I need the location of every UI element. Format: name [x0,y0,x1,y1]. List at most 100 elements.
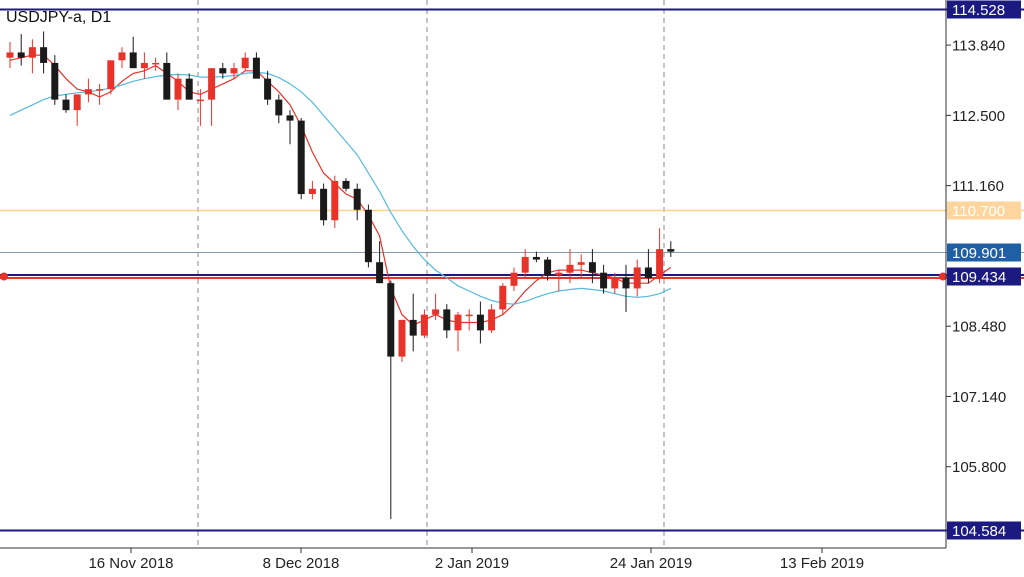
candle-body [633,267,641,289]
candle[interactable] [600,264,608,294]
candle-body [443,309,451,331]
candle[interactable] [40,31,48,74]
candle[interactable] [667,241,675,257]
price-tick-label: 108.480 [952,319,1006,336]
candle[interactable] [364,204,372,268]
candle[interactable] [84,78,92,103]
fast-moving-average-line [9,54,672,326]
candle-body [152,62,160,65]
level-handle[interactable] [0,272,8,281]
candle[interactable] [96,83,104,105]
candle[interactable] [264,70,272,105]
candle[interactable] [622,264,630,313]
candle[interactable] [353,183,361,221]
candle[interactable] [409,293,417,352]
candle[interactable] [286,110,294,145]
price-label-box [947,201,1021,220]
candle[interactable] [588,249,596,284]
candle[interactable] [476,301,484,344]
candle[interactable] [185,73,193,100]
candle[interactable] [633,259,641,297]
candle-body [107,60,115,90]
candle-body [622,277,630,289]
candle[interactable] [611,272,619,294]
candle[interactable] [331,175,339,229]
candle[interactable] [196,89,204,126]
candle[interactable] [465,309,473,331]
candle[interactable] [275,94,283,124]
candle-body [297,120,305,195]
candle[interactable] [252,52,260,79]
candle-body [241,57,249,69]
candle[interactable] [107,60,115,95]
candle-body [387,283,395,357]
candle-body [656,249,664,278]
candle-body [555,272,563,276]
candles [6,31,675,520]
candle[interactable] [129,36,137,69]
price-axis-ticks: 113.840 112.500 111.160 108.480 107.140 105.8… [946,38,1006,476]
price-label-text: 109.901 [952,245,1006,262]
candle[interactable] [544,256,552,281]
candle[interactable] [532,251,540,263]
candle[interactable] [342,178,350,192]
candle[interactable] [420,309,428,339]
candle[interactable] [521,249,529,278]
candle[interactable] [320,183,328,226]
candle-body [566,264,574,273]
price-tick-label: 112.500 [952,108,1005,125]
candle-body [342,180,350,189]
candle-body [308,188,316,195]
candle[interactable] [219,62,227,79]
time-tick-label: 8 Dec 2018 [263,555,340,572]
candle[interactable] [17,34,25,66]
candle-body [252,57,260,79]
candle[interactable] [118,47,126,69]
candle[interactable] [454,312,462,352]
candle[interactable] [73,94,81,126]
candle-body [17,52,25,58]
candle[interactable] [644,249,652,284]
candle[interactable] [208,68,216,126]
candle-body [611,277,619,289]
candle[interactable] [656,228,664,284]
candle[interactable] [241,52,249,71]
candle[interactable] [140,52,148,79]
candle[interactable] [6,41,14,69]
candle[interactable] [163,52,171,100]
time-tick-label: 16 Nov 2018 [88,555,173,572]
candle[interactable] [297,117,305,200]
candle-body [275,99,283,116]
candle[interactable] [387,280,395,520]
candle[interactable] [230,62,238,79]
candle[interactable] [488,304,496,333]
candle[interactable] [566,249,574,284]
candle[interactable] [28,39,36,74]
candle[interactable] [308,180,316,200]
candle[interactable] [376,241,384,284]
candle[interactable] [510,267,518,292]
time-tick-label: 24 Jan 2019 [610,555,693,572]
price-label-text: 109.434 [952,269,1006,286]
candle-body [6,52,14,58]
price-labels: 114.528 110.700 109.901 109.434 104.584 [947,0,1021,540]
candle-body [129,52,137,69]
chart-title: USDJPY-a, D1 [6,9,111,26]
level-handle[interactable] [939,272,947,281]
price-label-box [947,243,1021,262]
candle[interactable] [51,55,59,105]
candle[interactable] [499,283,507,315]
candle[interactable] [432,293,440,320]
candle[interactable] [152,57,160,71]
candle-body [174,78,182,100]
candle-body [230,68,238,74]
candle[interactable] [398,319,406,362]
candle[interactable] [555,270,563,292]
candle-body [532,256,540,260]
candle[interactable] [174,73,182,111]
candle[interactable] [62,94,70,113]
candle[interactable] [443,304,451,339]
candle[interactable] [577,254,585,278]
candle-body [454,314,462,331]
